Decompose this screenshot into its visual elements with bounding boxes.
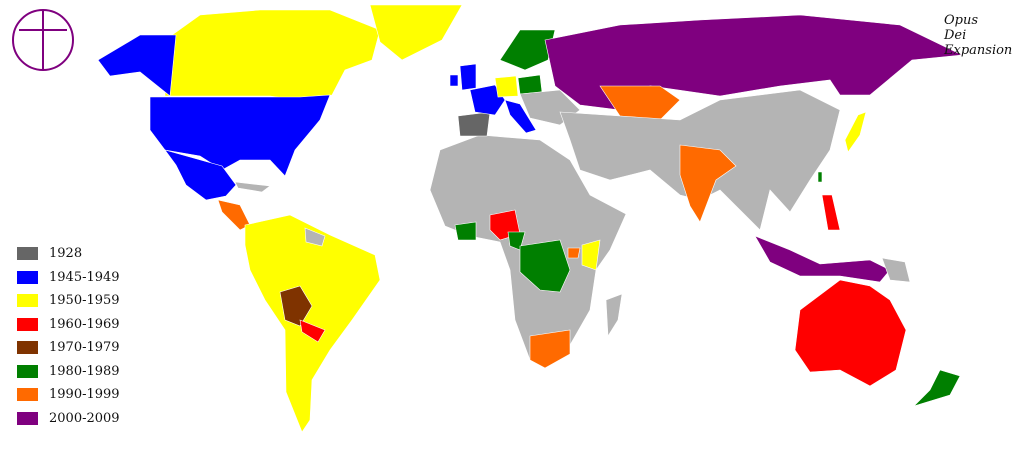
legend-swatch: [17, 317, 38, 331]
bolivia: [279, 285, 313, 327]
legend-swatch: [17, 364, 38, 378]
ivory-coast: [454, 221, 477, 241]
legend-label: 2000-2009: [49, 410, 120, 426]
legend-item: 1980-1989: [17, 360, 120, 384]
india: [679, 144, 737, 223]
papua-new-guinea: [881, 257, 911, 283]
legend-swatch: [17, 388, 38, 402]
ireland: [449, 74, 459, 87]
legend-label: 1945-1949: [49, 269, 120, 285]
kenya: [581, 239, 601, 271]
legend-label: 1990-1999: [49, 387, 120, 403]
australia: [794, 279, 907, 387]
caribbean: [234, 181, 271, 193]
uk: [459, 63, 477, 91]
title-line: Expansion: [944, 43, 1013, 58]
legend-item: 1945-1949: [17, 266, 120, 290]
legend: 1928 1945-1949 1950-1959 1960-1969 1970-1979…: [17, 242, 120, 430]
legend-swatch: [17, 294, 38, 308]
new-zealand: [913, 369, 961, 407]
kazakhstan: [599, 85, 681, 121]
map-title: Opus Dei Expansion: [944, 13, 1012, 58]
title-line: Opus: [944, 13, 979, 28]
spain-portugal: [457, 111, 491, 137]
paraguay: [299, 319, 326, 343]
france: [469, 84, 506, 116]
poland: [517, 74, 543, 95]
legend-item: 1928: [17, 242, 120, 266]
alaska: [97, 34, 177, 97]
germany: [494, 75, 519, 98]
legend-swatch: [17, 411, 38, 425]
legend-swatch: [17, 270, 38, 284]
south-america: [244, 214, 381, 433]
japan: [844, 111, 867, 153]
legend-label: 1980-1989: [49, 363, 120, 379]
italy: [504, 99, 537, 134]
legend-swatch: [17, 247, 38, 261]
legend-label: 1970-1979: [49, 340, 120, 356]
madagascar: [605, 293, 623, 337]
canada: [164, 9, 381, 101]
legend-swatch: [17, 341, 38, 355]
congo: [519, 239, 571, 293]
scandinavia: [499, 29, 556, 71]
indonesia: [754, 235, 891, 283]
legend-item: 1970-1979: [17, 336, 120, 360]
philippines: [821, 194, 841, 231]
legend-label: 1928: [49, 246, 83, 262]
legend-label: 1960-1969: [49, 316, 120, 332]
uganda: [567, 247, 581, 259]
legend-item: 1990-1999: [17, 383, 120, 407]
legend-item: 1950-1959: [17, 289, 120, 313]
logo-cross-circle-icon: [12, 9, 74, 71]
legend-item: 2000-2009: [17, 407, 120, 431]
title-line: Dei: [944, 28, 967, 43]
mexico: [164, 149, 237, 201]
guianas: [304, 227, 326, 247]
south-africa: [529, 329, 571, 369]
legend-item: 1960-1969: [17, 313, 120, 337]
legend-label: 1950-1959: [49, 293, 120, 309]
taiwan: [817, 171, 823, 183]
greenland: [369, 4, 463, 61]
